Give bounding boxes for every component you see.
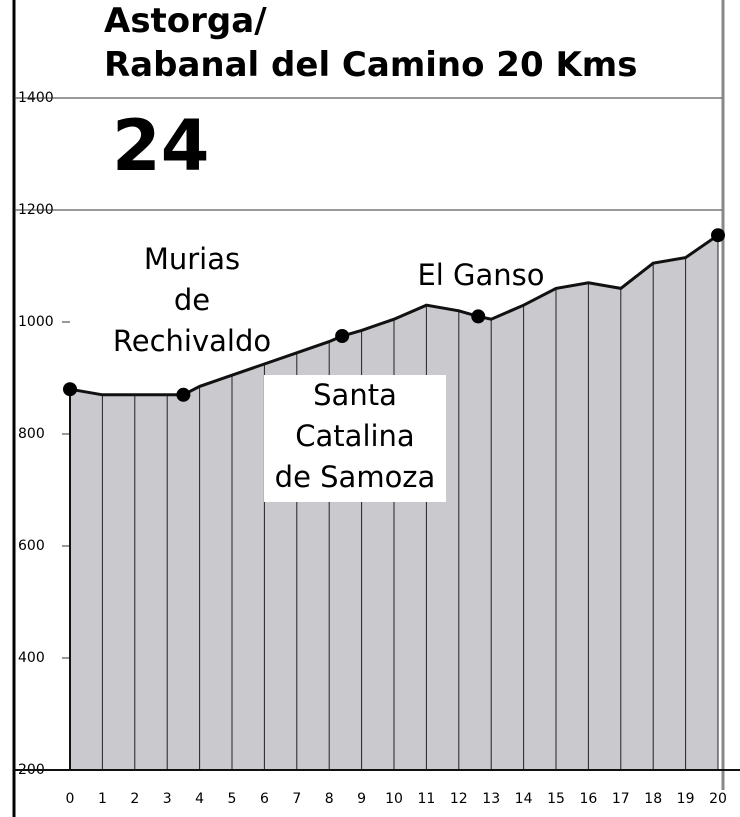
town-dot <box>335 329 350 343</box>
x-tick-label: 13 <box>482 791 500 807</box>
town-label: de <box>174 283 210 317</box>
waypoint-dot <box>711 228 725 243</box>
x-tick-label: 12 <box>450 791 468 807</box>
x-tick-label: 11 <box>417 791 435 807</box>
town-label: El Ganso <box>417 258 544 292</box>
y-tick-label: 800 <box>18 426 45 442</box>
x-tick-label: 16 <box>579 791 597 807</box>
x-tick-label: 6 <box>260 791 269 807</box>
stage-number: 24 <box>112 105 209 187</box>
waypoint-dot <box>63 382 77 397</box>
x-tick-label: 4 <box>195 791 204 807</box>
x-tick-label: 14 <box>515 791 533 807</box>
label-box <box>264 375 446 502</box>
x-tick-label: 7 <box>292 791 301 807</box>
x-tick-label: 10 <box>385 791 403 807</box>
town-label: Rechivaldo <box>113 324 271 358</box>
x-tick-label: 15 <box>547 791 565 807</box>
town-label: de Samoza <box>275 460 436 494</box>
town-label: Santa <box>313 378 397 412</box>
x-tick-label: 3 <box>163 791 172 807</box>
y-tick-label: 1000 <box>18 314 54 330</box>
y-tick-label: 600 <box>18 538 45 554</box>
x-tick-label: 9 <box>357 791 366 807</box>
x-tick-label: 5 <box>228 791 237 807</box>
town-dot <box>176 387 191 402</box>
x-tick-label: 19 <box>677 791 695 807</box>
town-label: Catalina <box>295 419 414 453</box>
y-tick-label: 400 <box>18 650 45 666</box>
x-tick-label: 8 <box>325 791 334 807</box>
x-tick-label: 20 <box>709 791 727 807</box>
x-tick-label: 1 <box>98 791 107 807</box>
x-tick-label: 0 <box>66 791 75 807</box>
x-tick-label: 17 <box>612 791 630 807</box>
title-line: Rabanal del Camino 20 Kms <box>104 45 637 85</box>
title-line: Astorga/ <box>104 1 267 41</box>
town-dot <box>471 309 486 324</box>
x-tick-label: 18 <box>644 791 662 807</box>
town-label: Murias <box>144 242 240 276</box>
x-tick-label: 2 <box>130 791 139 807</box>
